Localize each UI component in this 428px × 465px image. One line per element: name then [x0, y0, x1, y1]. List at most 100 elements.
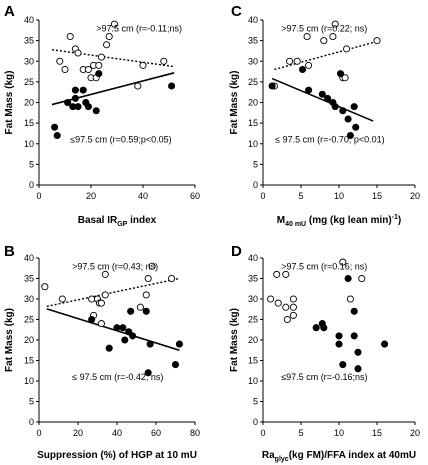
x-tick-label: 0	[260, 428, 265, 438]
x-axis-label: Raglyc(kg FM)/FFA index at 40mU	[262, 450, 416, 463]
y-axis-label: Fat Mass (kg)	[4, 308, 15, 372]
panel-B: B 0 5 10 15 20 25 30 35 40 0 20 40 60 80 Fat Mass (kg) S…	[4, 243, 200, 461]
open-data-point	[58, 295, 66, 303]
open-data-point	[283, 315, 291, 324]
x-tick-label: 40	[112, 428, 122, 438]
filled-data-point	[88, 315, 96, 324]
filled-data-point	[64, 98, 72, 107]
panel-D: D 0 5 10 15 20 25 30 35 40 0 5 10 15 20 Fat Mass (kg) Ra…	[229, 243, 420, 463]
filled-data-point	[71, 86, 79, 94]
open-data-point	[148, 262, 156, 270]
open-data-point	[101, 291, 109, 299]
filled-data-point	[318, 90, 326, 98]
annotation-0: >97.5 cm (r=0.16; ns)	[281, 261, 367, 271]
filled-data-point	[95, 70, 103, 78]
y-tick-label: 40	[24, 253, 34, 263]
filled-data-point	[129, 332, 137, 340]
filled-data-point	[344, 274, 352, 283]
y-tick-label: 0	[253, 180, 258, 190]
filled-data-point	[324, 94, 332, 102]
open-data-point	[142, 291, 150, 299]
filled-data-point	[335, 340, 343, 348]
panel-A: A 0 5 10 15 20 25 30 35 40 0 20 40 60 Fat Mass (kg) Bas…	[4, 3, 200, 228]
filled-data-point	[350, 103, 358, 111]
x-tick-label: 40	[138, 191, 148, 201]
panel-label-B: B	[4, 243, 15, 260]
x-tick-label: 5	[298, 191, 303, 201]
y-tick-label: 0	[253, 417, 258, 427]
y-tick-label: 25	[24, 315, 34, 325]
open-data-point	[105, 32, 113, 41]
filled-data-point	[74, 103, 82, 111]
y-tick-label: 25	[24, 77, 34, 87]
filled-data-point	[354, 348, 362, 356]
filled-data-point	[92, 107, 100, 115]
x-tick-label: 20	[86, 191, 96, 201]
y-tick-label: 10	[24, 376, 34, 386]
open-data-point	[110, 20, 118, 28]
open-data-point	[289, 303, 297, 311]
filled-data-point	[354, 365, 362, 373]
open-data-point	[139, 61, 147, 69]
open-data-point	[282, 303, 290, 311]
y-tick-label: 10	[24, 139, 34, 149]
open-data-point	[286, 57, 294, 65]
filled-data-point	[312, 324, 320, 332]
y-tick-label: 30	[248, 56, 258, 66]
annotation-0: >97.5 cm (r=0.22; ns)	[281, 24, 367, 34]
panel-label-C: C	[231, 3, 242, 20]
filled-data-point	[121, 336, 129, 344]
filled-data-point	[119, 324, 127, 332]
y-tick-label: 0	[29, 417, 34, 427]
panel-label-A: A	[4, 3, 15, 20]
filled-data-point	[142, 307, 150, 315]
open-data-point	[358, 274, 366, 283]
annotation-1: ≤97.5 cm (r=0.59;p<0.05)	[70, 135, 172, 145]
y-tick-label: 20	[248, 335, 258, 345]
y-tick-label: 40	[248, 253, 258, 263]
y-tick-label: 15	[248, 118, 258, 128]
y-tick-label: 5	[253, 159, 258, 169]
x-tick-label: 10	[334, 428, 344, 438]
filled-data-point	[331, 103, 339, 111]
y-tick-label: 5	[29, 397, 34, 407]
open-data-point	[341, 74, 349, 82]
dotted-regression-line	[51, 49, 175, 68]
x-axis-label-main: Ra	[262, 450, 275, 461]
filled-data-point	[168, 82, 176, 90]
y-tick-label: 35	[24, 36, 34, 46]
open-data-point	[267, 295, 275, 303]
x-tick-label: 15	[372, 191, 382, 201]
y-tick-label: 10	[248, 139, 258, 149]
x-axis-label-subscript: 40 mU	[285, 221, 306, 228]
y-tick-label: 5	[29, 159, 34, 169]
open-data-point	[97, 53, 105, 61]
annotation-1: ≤ 97.5 cm (r=-0.42; ns)	[72, 372, 163, 382]
y-tick-label: 35	[248, 274, 258, 284]
annotation-1: ≤97.5 cm (r=-0.16;ns)	[281, 372, 367, 382]
filled-data-point	[305, 86, 313, 94]
x-tick-label: 60	[190, 191, 200, 201]
filled-data-point	[105, 344, 113, 352]
x-axis-label-main: Basal IR	[78, 215, 118, 226]
x-tick-label: 5	[298, 428, 303, 438]
x-tick-label: 0	[36, 428, 41, 438]
x-tick-label: 0	[36, 191, 41, 201]
filled-data-point	[127, 307, 135, 315]
open-data-point	[373, 37, 381, 45]
x-tick-label: 0	[260, 191, 265, 201]
y-axis-label: Fat Mass (kg)	[229, 308, 240, 372]
open-data-point	[97, 320, 105, 328]
open-data-point	[346, 295, 354, 303]
open-data-point	[66, 32, 74, 41]
open-data-point	[282, 270, 290, 278]
annotation-1: ≤ 97.5 cm (r=-0.70; p<0.01)	[275, 135, 385, 145]
x-axis-label-subscript: GP	[117, 221, 127, 228]
annotation-0: >97.5 cm (r=0.43; ns)	[72, 261, 158, 271]
filled-data-point	[268, 82, 276, 90]
filled-data-point	[113, 324, 121, 332]
x-tick-label: 80	[190, 428, 200, 438]
open-data-point	[74, 49, 82, 57]
filled-data-point	[53, 131, 61, 140]
filled-data-point	[346, 131, 354, 140]
